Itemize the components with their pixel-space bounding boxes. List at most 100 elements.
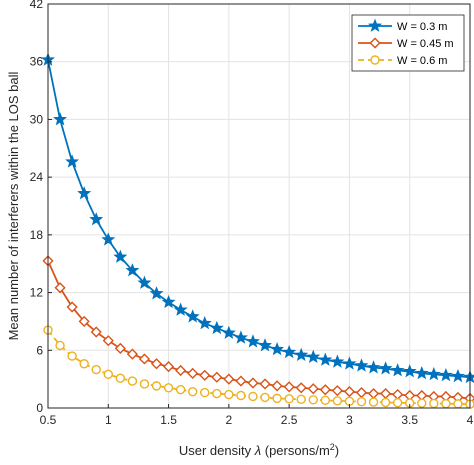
data-point xyxy=(126,348,138,360)
y-tick-label: 18 xyxy=(30,228,44,242)
data-point xyxy=(137,275,152,289)
data-point xyxy=(185,309,200,323)
data-point xyxy=(161,294,176,309)
data-point xyxy=(380,387,392,400)
data-point xyxy=(246,334,260,348)
data-point xyxy=(114,342,126,354)
data-point xyxy=(173,302,188,316)
data-point xyxy=(138,353,151,365)
y-tick-label: 12 xyxy=(30,286,44,300)
data-point xyxy=(307,383,319,395)
data-point xyxy=(187,367,199,379)
data-point xyxy=(284,394,294,404)
legend: W = 0.3 m W = 0.45 m W = 0.6 m xyxy=(351,14,465,72)
data-point xyxy=(441,398,451,409)
data-point xyxy=(150,358,163,370)
data-point xyxy=(308,395,318,405)
x-tick-label: 2 xyxy=(226,413,233,427)
data-point xyxy=(89,212,104,226)
series-1 xyxy=(41,52,474,384)
data-point xyxy=(378,361,393,375)
data-point xyxy=(332,396,343,406)
y-tick-label: 42 xyxy=(30,0,44,11)
y-tick-label: 30 xyxy=(30,112,44,126)
data-point xyxy=(402,364,417,378)
data-point xyxy=(101,232,116,246)
data-point xyxy=(90,326,102,338)
y-tick-label: 36 xyxy=(30,55,44,69)
data-point xyxy=(463,369,474,384)
data-point xyxy=(368,397,379,407)
y-tick-label: 6 xyxy=(36,343,43,357)
data-point xyxy=(392,388,404,401)
data-point xyxy=(162,361,175,373)
data-point xyxy=(390,363,405,377)
data-point xyxy=(438,367,453,382)
ticks: 0.5 1 1.5 2 2.5 3 3.5 4 0 6 12 18 24 30 36 42 xyxy=(30,0,474,427)
data-point xyxy=(67,351,77,361)
data-point xyxy=(102,335,114,347)
series-3 xyxy=(43,325,474,409)
data-point xyxy=(139,379,150,389)
data-point xyxy=(77,186,92,200)
data-point xyxy=(199,369,211,381)
series-layer xyxy=(41,52,474,409)
data-point xyxy=(258,338,272,352)
data-point xyxy=(320,395,331,406)
data-point xyxy=(414,366,429,380)
data-point xyxy=(103,369,113,380)
data-point xyxy=(283,381,295,393)
y-tick-label: 24 xyxy=(30,170,44,184)
data-point xyxy=(450,368,465,383)
data-point xyxy=(175,385,186,395)
data-point xyxy=(233,330,248,344)
data-point xyxy=(282,344,297,359)
data-point xyxy=(125,263,140,277)
data-point xyxy=(356,396,367,407)
data-point xyxy=(235,375,247,387)
data-point xyxy=(175,364,187,377)
data-point xyxy=(355,387,368,399)
data-point xyxy=(224,389,234,400)
legend-label: W = 0.6 m xyxy=(397,55,447,67)
data-point xyxy=(380,397,391,408)
data-point xyxy=(296,394,306,405)
data-point xyxy=(426,367,441,381)
data-point xyxy=(342,356,357,370)
series-line xyxy=(47,59,471,379)
data-point xyxy=(211,371,223,383)
plot-frame xyxy=(47,3,471,409)
data-point xyxy=(151,381,162,391)
data-point xyxy=(367,387,380,400)
data-point xyxy=(209,320,224,335)
data-point xyxy=(294,347,309,362)
x-tick-label: 1.5 xyxy=(160,413,177,427)
legend-marker xyxy=(370,55,380,65)
data-point xyxy=(248,391,258,402)
data-point xyxy=(187,386,198,397)
data-point xyxy=(259,378,271,390)
data-point xyxy=(331,385,343,397)
y-tick-label: 0 xyxy=(36,401,43,415)
data-point xyxy=(65,154,80,168)
data-point xyxy=(306,349,321,363)
data-point xyxy=(330,354,345,368)
data-point xyxy=(163,383,174,393)
x-tick-label: 3 xyxy=(346,413,353,427)
legend-entry: W = 0.45 m xyxy=(358,37,454,50)
x-tick-label: 0.5 xyxy=(40,413,57,427)
data-point xyxy=(149,286,164,300)
data-point xyxy=(221,325,236,339)
data-point xyxy=(272,393,282,404)
data-point xyxy=(319,384,331,396)
legend-marker xyxy=(369,37,381,49)
data-point xyxy=(366,360,381,374)
data-point xyxy=(223,373,235,385)
data-point xyxy=(127,376,138,386)
data-point xyxy=(236,390,246,401)
x-tick-label: 4 xyxy=(467,413,474,427)
legend-label: W = 0.3 m xyxy=(397,21,447,33)
data-point xyxy=(271,380,283,392)
legend-label: W = 0.45 m xyxy=(397,38,454,50)
